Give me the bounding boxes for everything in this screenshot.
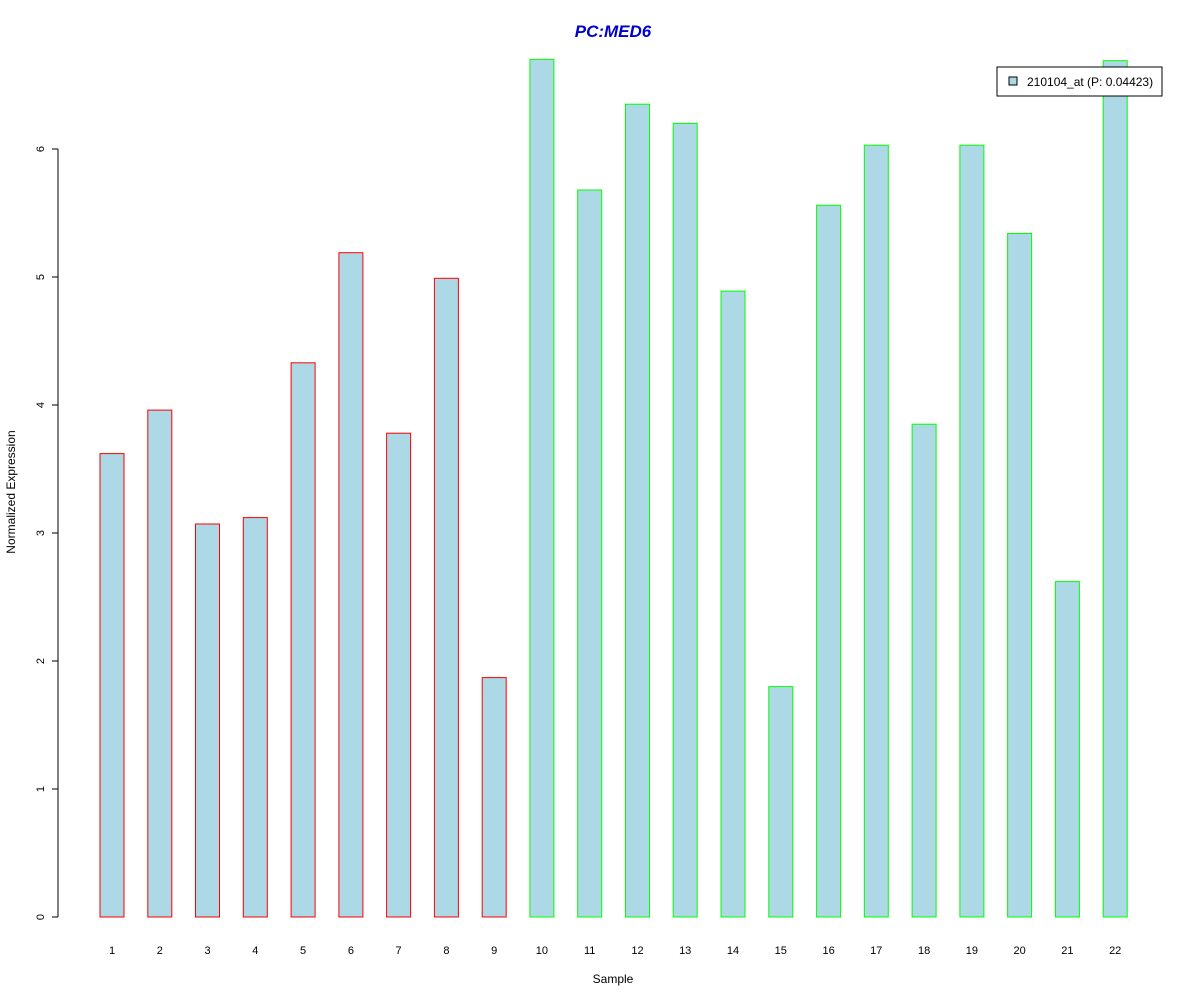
bar-sample-12: [625, 103, 650, 918]
y-tick-label: 4: [35, 402, 47, 408]
x-tick-label: 10: [536, 945, 548, 957]
legend: 210104_at (P: 0.04423): [996, 66, 1163, 97]
bar-sample-3: [195, 523, 220, 918]
bar-sample-14: [720, 290, 746, 918]
y-tick-label: 3: [35, 530, 47, 536]
bar-sample-5: [290, 362, 316, 918]
bar-sample-1: [99, 453, 125, 918]
x-tick-label: 1: [109, 945, 115, 957]
x-tick-label: 14: [727, 945, 739, 957]
x-tick-label: 21: [1061, 945, 1073, 957]
bar-sample-19: [959, 144, 985, 918]
x-tick-label: 3: [204, 945, 210, 957]
x-tick-label: 4: [252, 945, 258, 957]
y-tick-label: 5: [35, 274, 47, 280]
x-tick-label: 16: [822, 945, 834, 957]
y-tick-label: 6: [35, 146, 47, 152]
y-axis: 0 1 2 3 4 5 6: [35, 146, 59, 920]
x-tick-label: 20: [1013, 945, 1025, 957]
bar-sample-7: [386, 432, 412, 918]
x-tick-label: 18: [918, 945, 930, 957]
x-tick-label: 5: [300, 945, 306, 957]
bar-sample-11: [577, 189, 603, 918]
legend-box: [996, 66, 1163, 97]
bar-sample-2: [147, 409, 173, 918]
bar-sample-10: [529, 58, 555, 918]
bar-sample-21: [1054, 581, 1080, 918]
bar-sample-22: [1102, 60, 1128, 918]
bars-group: [99, 58, 1128, 918]
x-tick-label: 8: [443, 945, 449, 957]
legend-label: 210104_at (P: 0.04423): [1027, 75, 1153, 89]
y-axis-title: Normalized Expression: [4, 430, 18, 553]
bar-sample-15: [768, 686, 794, 918]
x-tick-label: 19: [966, 945, 978, 957]
y-tick-label: 2: [35, 658, 47, 664]
bar-sample-13: [672, 122, 698, 918]
bar-sample-20: [1007, 233, 1033, 918]
x-tick-label: 11: [584, 945, 595, 957]
chart-title: PC:MED6: [575, 22, 652, 41]
bar-sample-4: [242, 517, 268, 918]
x-tick-label: 15: [775, 945, 787, 957]
x-tick-label: 12: [631, 945, 643, 957]
legend-swatch: [1008, 76, 1018, 86]
x-tick-label: 22: [1109, 945, 1121, 957]
x-tick-label: 9: [491, 945, 497, 957]
bar-sample-18: [911, 423, 937, 918]
y-tick-label: 1: [35, 786, 47, 792]
x-axis-labels: 1 2 3 4 5 6 7 8 9 10 11 12 13 14 15 16 17 18 19 20 21 22: [109, 945, 1121, 957]
bar-sample-16: [816, 204, 842, 918]
x-axis-title: Sample: [593, 972, 634, 986]
bar-sample-6: [338, 252, 364, 918]
x-tick-label: 17: [870, 945, 882, 957]
x-tick-label: 7: [396, 945, 402, 957]
x-tick-label: 2: [157, 945, 163, 957]
x-tick-label: 13: [679, 945, 691, 957]
bar-sample-9: [481, 677, 507, 918]
y-tick-label: 0: [35, 914, 47, 920]
x-tick-label: 6: [348, 945, 354, 957]
bar-sample-8: [433, 277, 459, 918]
bar-sample-17: [863, 144, 889, 918]
